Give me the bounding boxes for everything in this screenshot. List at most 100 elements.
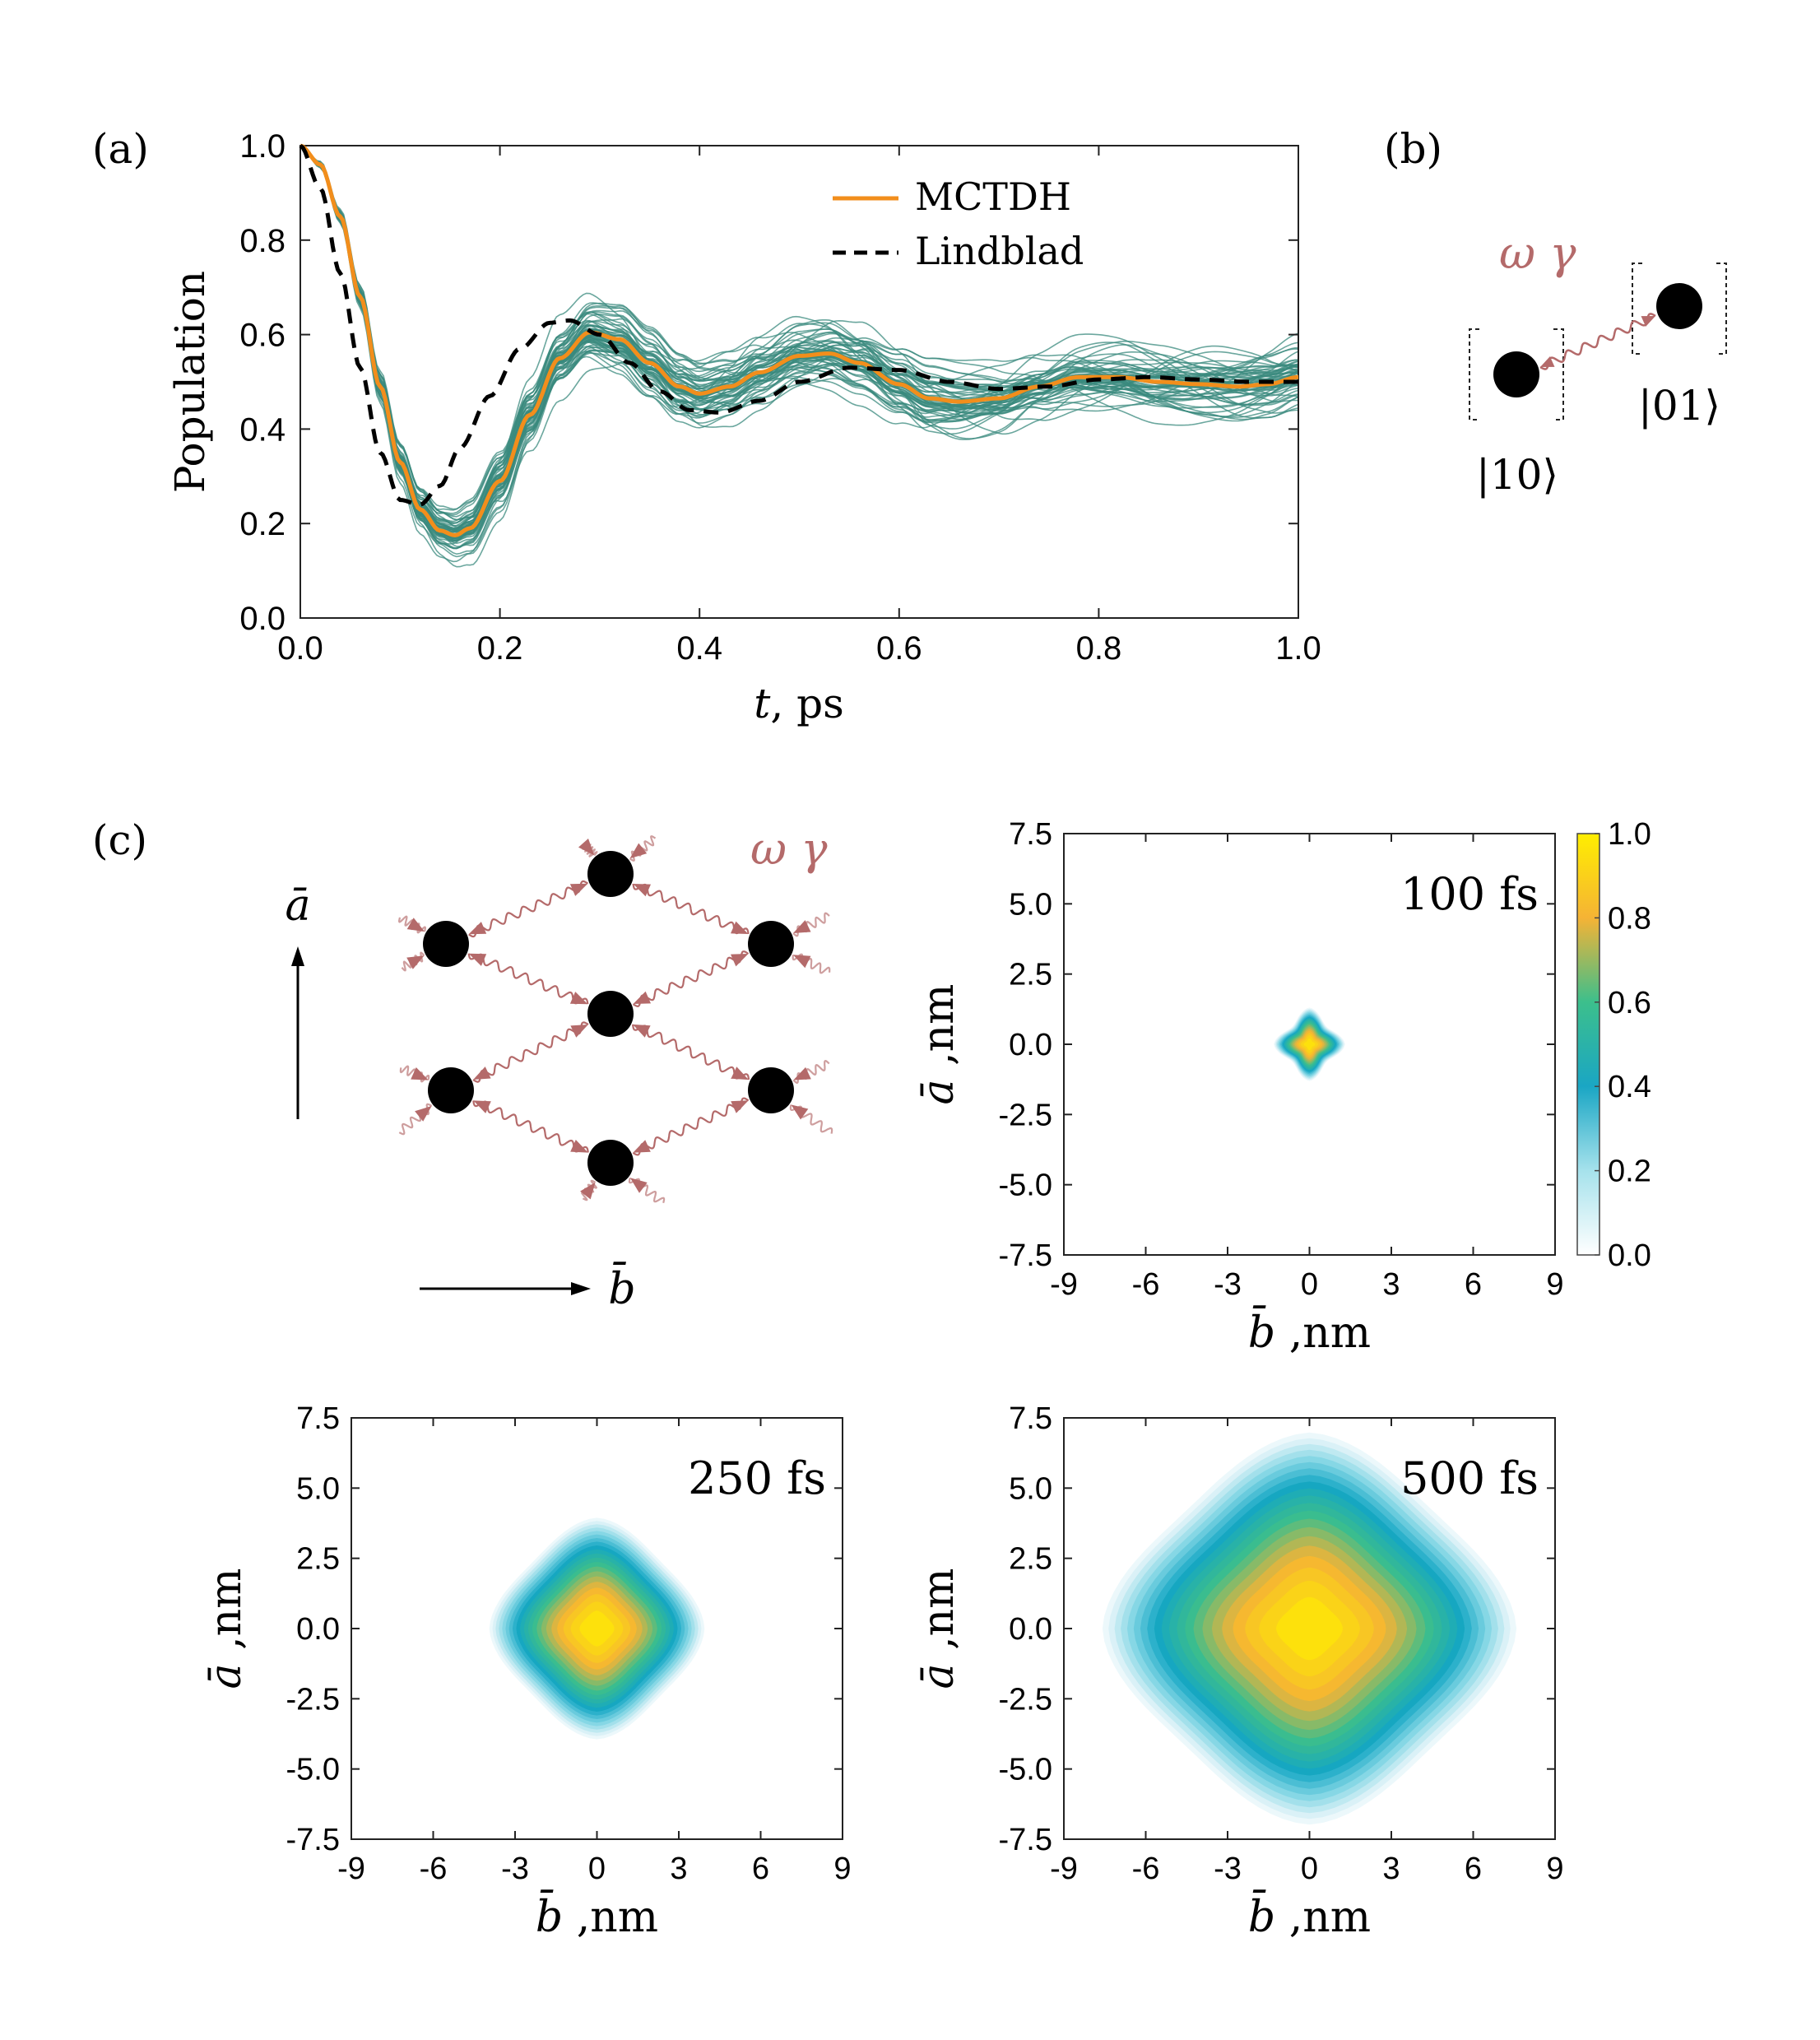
x-tick-label: 6 — [752, 1852, 769, 1886]
colorbar-tick-label: 0.0 — [1608, 1238, 1651, 1273]
x-axis-label: t, ps — [754, 680, 844, 727]
y-tick-label: 0.6 — [239, 318, 286, 354]
ensemble-trajectory — [299, 145, 1299, 541]
y-tick-label: -7.5 — [999, 1823, 1052, 1857]
coupling-arrowhead — [633, 1024, 651, 1038]
outer-coupling-arrowhead — [629, 843, 648, 859]
y-tick-label: -5.0 — [286, 1753, 340, 1787]
outer-coupling — [789, 1104, 833, 1134]
x-tick-label: -3 — [501, 1852, 529, 1886]
panel-label-b: (b) — [1384, 125, 1442, 173]
outer-coupling — [792, 953, 831, 974]
outer-coupling-arrowhead — [578, 839, 595, 856]
two-state-diagram: ω γ |10⟩ |01⟩ — [1469, 227, 1727, 499]
state-label-10: |10⟩ — [1476, 451, 1558, 499]
a-axis-arrowhead — [291, 946, 304, 966]
ensemble-trajectories — [299, 145, 1299, 568]
outer-coupling-arrowhead — [406, 918, 425, 932]
outer-coupling-arrowhead — [792, 955, 811, 969]
density-contour — [1303, 1038, 1316, 1051]
coupling-arrowhead — [473, 1066, 491, 1080]
ensemble-trajectory — [299, 145, 1299, 523]
colorbar-tick-label: 0.6 — [1608, 986, 1651, 1020]
y-axis-label: ā ,nm — [914, 984, 963, 1105]
bracket-right-01 — [1716, 263, 1727, 355]
outer-coupling-arrowhead — [793, 920, 811, 933]
outer-coupling-arrowhead — [411, 1067, 429, 1080]
ensemble-trajectory — [299, 145, 1299, 531]
x-tick-label: 6 — [1465, 1852, 1482, 1886]
outer-coupling-arrowhead — [406, 955, 425, 969]
y-tick-label: 2.5 — [296, 1542, 340, 1577]
time-annotation: 250 fs — [688, 1452, 826, 1504]
ensemble-trajectory — [299, 145, 1299, 541]
series-lindblad-line — [299, 143, 1298, 507]
y-tick-label: 7.5 — [1009, 1401, 1052, 1436]
x-axis-unit: ,nm — [1275, 1893, 1371, 1942]
lattice-coupling — [472, 1021, 589, 1083]
y-tick-label: 2.5 — [1009, 958, 1052, 992]
y-tick-label: 0.0 — [1009, 1612, 1052, 1647]
time-annotation: 500 fs — [1400, 1452, 1539, 1504]
coupling-arrowhead-right — [1641, 316, 1655, 327]
lattice-coupling — [472, 1100, 589, 1153]
ensemble-trajectory — [299, 145, 1298, 531]
colorbar-gradient — [1576, 833, 1600, 1256]
x-tick-label: 0.8 — [1076, 630, 1122, 667]
x-tick-label: -9 — [1050, 1852, 1078, 1886]
coupling-label: ω γ — [1499, 227, 1576, 279]
y-tick-label: 0.0 — [239, 601, 286, 637]
y-axis-unit: ,nm — [202, 1568, 251, 1664]
ensemble-trajectory — [299, 145, 1299, 529]
lattice-site — [423, 921, 469, 967]
y-tick-label: 7.5 — [1009, 817, 1052, 852]
x-axis-unit: , ps — [770, 680, 843, 727]
site-10 — [1493, 351, 1539, 397]
bracket-right-10 — [1553, 328, 1564, 421]
lattice-couplings — [398, 835, 833, 1204]
coupling-arrowhead — [468, 922, 487, 935]
colorbar: 0.0 0.2 0.4 0.6 0.8 1.0 — [1576, 817, 1651, 1273]
lattice-coupling — [468, 880, 589, 938]
coupling-arrowhead — [633, 1140, 651, 1153]
x-axis-var: b̄ — [1248, 1306, 1275, 1358]
y-tick-label: 5.0 — [1009, 887, 1052, 922]
y-tick-label: 0.8 — [239, 223, 286, 259]
x-tick-label: -6 — [1132, 1267, 1160, 1302]
ensemble-trajectory — [299, 145, 1299, 510]
y-axis-var: ā — [914, 1663, 963, 1689]
density-contour — [579, 1610, 615, 1647]
ensemble-trajectory — [299, 145, 1299, 538]
lattice-site — [587, 851, 634, 897]
x-tick-label: -3 — [1214, 1267, 1242, 1302]
lattice-coupling — [632, 883, 750, 935]
ensemble-trajectory — [299, 145, 1299, 540]
ensemble-trajectory — [299, 145, 1299, 529]
x-tick-label: 0.0 — [277, 630, 323, 667]
ensemble-trajectory — [299, 145, 1299, 532]
bracket-left-10 — [1469, 328, 1479, 421]
ensemble-trajectory — [299, 145, 1299, 538]
panel-label-c: (c) — [92, 816, 147, 864]
y-tick-label: 1.0 — [239, 128, 286, 165]
outer-coupling — [628, 1177, 666, 1204]
ensemble-trajectory — [299, 145, 1299, 530]
y-tick-label: 0.0 — [296, 1612, 340, 1647]
lattice-coupling — [632, 950, 750, 1008]
y-tick-label: 5.0 — [296, 1471, 340, 1506]
coupling-arrowhead — [570, 1025, 588, 1038]
ensemble-trajectory — [299, 145, 1299, 516]
y-axis-var: ā — [202, 1663, 251, 1689]
colorbar-tick-label: 0.2 — [1608, 1155, 1651, 1189]
coupling-arrowhead — [731, 954, 749, 967]
y-axis-label: ā ,nm — [914, 1568, 963, 1689]
axis-ticks: 0.0 0.2 0.4 0.6 0.8 1.0 0.0 0.2 0.4 0.6 0.8 1.0 — [239, 128, 1321, 667]
y-tick-label: 7.5 — [296, 1401, 340, 1436]
ensemble-trajectory — [299, 145, 1299, 568]
y-tick-label: 5.0 — [1009, 1471, 1052, 1506]
bracket-left-01 — [1632, 263, 1642, 355]
coupling-arrowhead — [633, 884, 651, 897]
x-tick-label: 9 — [1546, 1852, 1563, 1886]
x-tick-label: 9 — [1546, 1267, 1563, 1302]
